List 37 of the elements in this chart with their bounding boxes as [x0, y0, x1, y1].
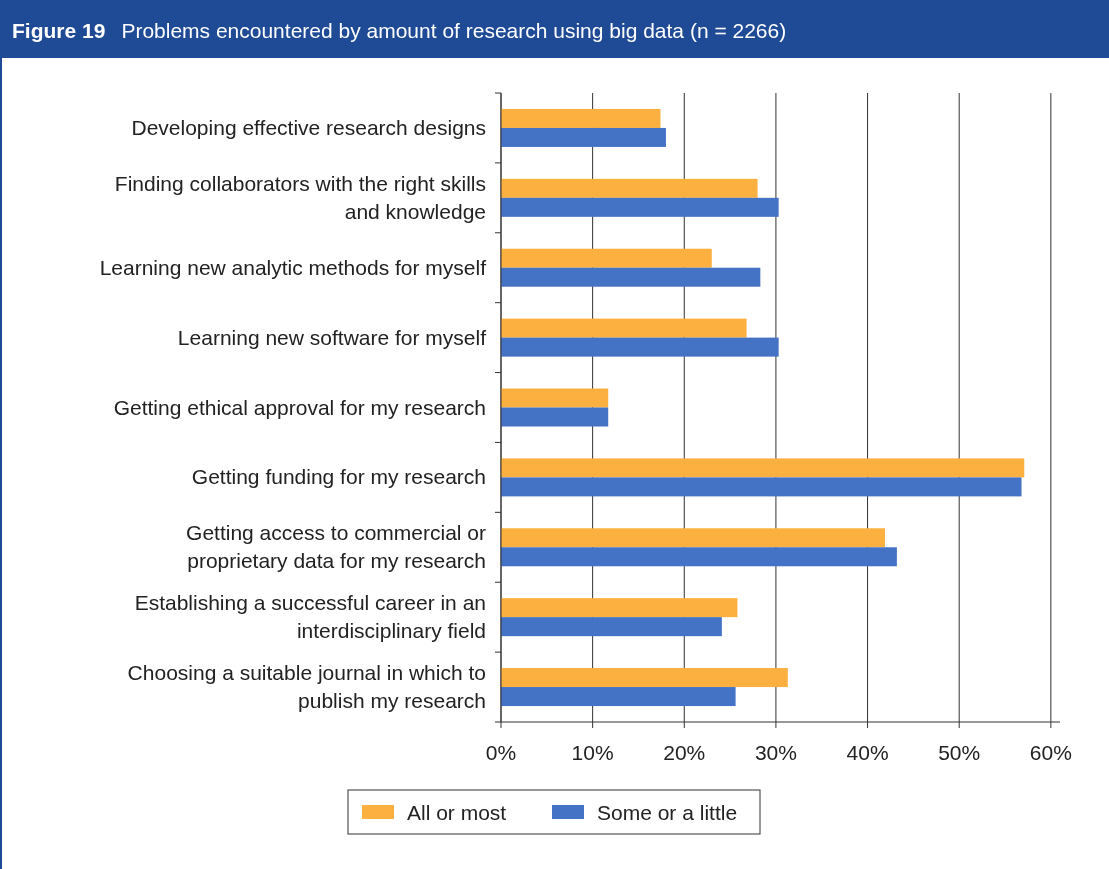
y-tick-label: Choosing a suitable journal in which to publish my research [127, 661, 486, 713]
bar [501, 267, 761, 287]
bar [501, 388, 609, 408]
bar [501, 477, 1022, 497]
y-tick-label: Getting funding for my research [191, 465, 486, 489]
bar [501, 547, 897, 567]
bar [501, 687, 736, 707]
y-tick-label: Learning new software for myself [177, 325, 487, 349]
bar [501, 407, 609, 427]
y-tick-label: Establishing a successful career in an interdisciplinary field [134, 591, 486, 643]
bar [501, 197, 779, 217]
y-tick-label: Developing effective research designs [131, 115, 486, 139]
bar [501, 318, 747, 338]
x-tick-label: 10% [571, 741, 614, 764]
y-tick-label: Finding collaborators with the right skills and knowledge [114, 171, 486, 223]
x-tick-label: 30% [754, 741, 797, 764]
x-tick-label: 20% [663, 741, 706, 764]
x-tick-label: 50% [938, 741, 981, 764]
bar [501, 458, 1025, 478]
bar [501, 178, 758, 198]
chart-title: Figure 19 Problems encountered by amount of research using big data (n = 2266) [12, 19, 787, 42]
x-tick-label: 0% [485, 741, 517, 764]
y-tick-label: Getting access to commercial or proprietary data for my research [186, 521, 487, 573]
bar [501, 668, 788, 688]
x-tick-label: 40% [846, 741, 889, 764]
bar [501, 617, 722, 637]
legend-label: All or most [407, 801, 507, 824]
x-tick-label: 60% [1029, 741, 1072, 764]
bar [501, 108, 661, 128]
bar [501, 248, 712, 268]
bar [501, 337, 779, 357]
y-tick-label: Getting ethical approval for my research [113, 395, 486, 419]
bar [501, 528, 885, 548]
legend-label: Some or a little [597, 801, 738, 824]
y-tick-label: Learning new analytic methods for myself [99, 255, 487, 279]
bar [501, 127, 666, 147]
bar [501, 598, 738, 618]
